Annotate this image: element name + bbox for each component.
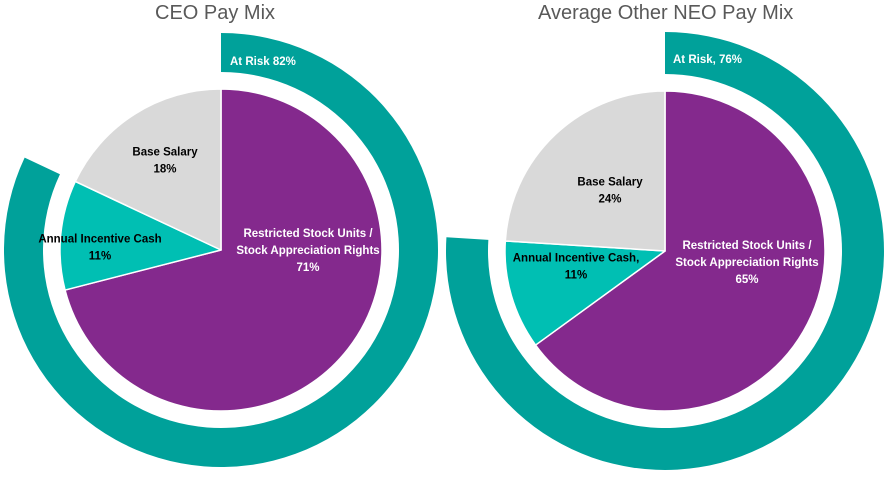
neo-slice-1-label-line-1: Restricted Stock Units / — [682, 240, 812, 252]
neo-slice-1-label-line-3: 65% — [735, 274, 758, 286]
neo-slice-1-label-line-2: Stock Appreciation Rights — [675, 257, 818, 269]
ceo-slice-3 — [74, 88, 222, 251]
neo-slice-2 — [504, 240, 666, 346]
neo-slice-3-label-line-2: 24% — [598, 194, 621, 206]
neo-slice-2-label-line-1: Annual Incentive Cash, — [513, 253, 640, 265]
ceo-slice-1 — [64, 88, 383, 412]
ceo-at-risk-label: At Risk 82% — [230, 56, 296, 68]
chart-title-ceo: CEO Pay Mix — [155, 2, 276, 24]
neo-slice-3 — [504, 90, 666, 252]
ceo-slice-1-label-line-3: 71% — [296, 262, 319, 274]
ceo-slice-1-label-line-1: Restricted Stock Units / — [243, 228, 373, 240]
ceo-slice-2-label-line-1: Annual Incentive Cash — [38, 234, 161, 246]
chart-title-neo: Average Other NEO Pay Mix — [538, 2, 794, 24]
ceo-slice-2-label-line-2: 11% — [89, 251, 111, 263]
ceo-slice-2 — [59, 180, 222, 291]
ceo-slice-1-label-line-2: Stock Appreciation Rights — [236, 245, 379, 257]
neo-slice-2-label-line-2: 11% — [565, 270, 587, 282]
ceo-slice-3-label-line-1: Base Salary — [132, 147, 198, 159]
ceo-slice-3-label-line-2: 18% — [153, 164, 176, 176]
neo-slice-3-label-line-1: Base Salary — [577, 177, 643, 189]
neo-at-risk-label: At Risk, 76% — [673, 54, 742, 66]
neo-slice-1 — [534, 90, 826, 412]
